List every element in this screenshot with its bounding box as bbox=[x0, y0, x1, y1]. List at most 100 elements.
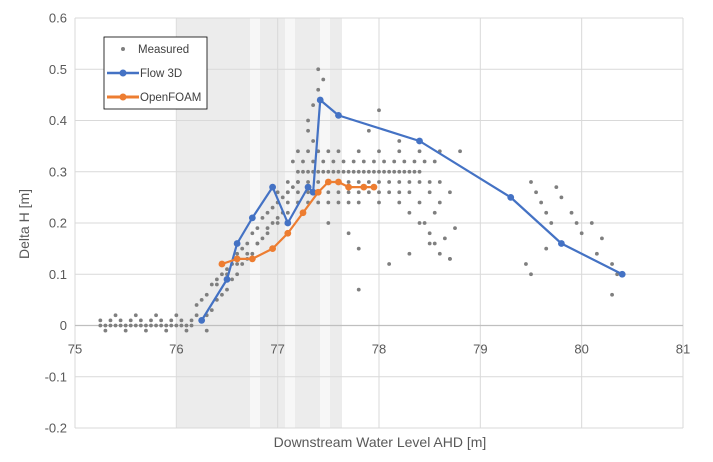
x-tick-label: 79 bbox=[473, 342, 487, 357]
x-tick-label: 78 bbox=[372, 342, 386, 357]
measured-point bbox=[356, 246, 361, 251]
flow3d-point bbox=[269, 183, 276, 191]
measured-point bbox=[402, 169, 407, 174]
openfoam-point bbox=[218, 260, 226, 268]
flow3d-point bbox=[316, 96, 324, 104]
measured-point bbox=[361, 169, 366, 174]
measured-point bbox=[159, 323, 164, 328]
openfoam-series bbox=[218, 178, 378, 268]
measured-point bbox=[610, 292, 614, 297]
measured-point bbox=[417, 200, 422, 205]
measured-point bbox=[397, 139, 402, 143]
measured-point bbox=[407, 169, 412, 174]
y-tick-label: -0.2 bbox=[45, 421, 67, 436]
measured-point bbox=[326, 149, 331, 154]
measured-point bbox=[290, 159, 295, 164]
measured-point bbox=[589, 221, 594, 225]
openfoam-point bbox=[345, 183, 352, 191]
y-tick-label: 0.4 bbox=[49, 113, 67, 128]
measured-point bbox=[412, 159, 417, 164]
y-tick-label: 0.2 bbox=[49, 216, 67, 231]
measured-point bbox=[442, 236, 447, 241]
measured-point bbox=[417, 169, 422, 174]
measured-point bbox=[230, 277, 234, 282]
measured-point bbox=[432, 159, 437, 164]
measured-point bbox=[108, 323, 113, 328]
measured-point bbox=[427, 190, 432, 195]
measured-point bbox=[524, 262, 528, 266]
measured-point bbox=[448, 190, 452, 195]
measured-point bbox=[144, 328, 148, 333]
measured-point bbox=[377, 149, 381, 154]
measured-point bbox=[341, 159, 346, 164]
measured-point bbox=[301, 159, 305, 164]
measured-point bbox=[569, 210, 574, 215]
flow3d-point bbox=[248, 214, 256, 222]
measured-point bbox=[118, 318, 123, 323]
measured-point bbox=[123, 323, 128, 328]
measured-point bbox=[392, 159, 397, 164]
measured-point bbox=[164, 328, 169, 333]
measured-point bbox=[321, 159, 326, 164]
flow3d-point bbox=[223, 275, 231, 283]
measured-point bbox=[382, 159, 386, 164]
measured-point bbox=[225, 267, 229, 272]
measured-point bbox=[311, 139, 316, 143]
measured-point bbox=[311, 159, 316, 164]
measured-point bbox=[296, 149, 300, 154]
measured-point bbox=[255, 241, 260, 246]
legend-openfoam-marker bbox=[119, 93, 127, 101]
measured-point bbox=[179, 318, 184, 323]
openfoam-point bbox=[284, 229, 292, 237]
flow3d-point bbox=[335, 111, 342, 119]
measured-point bbox=[285, 190, 290, 195]
measured-point bbox=[306, 149, 310, 154]
measured-point bbox=[341, 169, 346, 174]
measured-point bbox=[169, 318, 174, 323]
y-tick-label: 0 bbox=[60, 318, 67, 333]
measured-point bbox=[290, 185, 295, 190]
measured-point bbox=[133, 313, 138, 318]
x-tick-label: 81 bbox=[676, 342, 690, 357]
measured-point bbox=[285, 180, 290, 184]
measured-point bbox=[255, 226, 260, 231]
measured-point bbox=[265, 226, 270, 231]
measured-point bbox=[356, 149, 361, 154]
measured-point bbox=[397, 200, 402, 205]
measured-point bbox=[204, 328, 209, 333]
flow3d-point bbox=[304, 183, 312, 191]
measured-point bbox=[422, 221, 427, 225]
openfoam-point bbox=[314, 188, 322, 196]
openfoam-point bbox=[248, 255, 256, 263]
openfoam-point bbox=[324, 178, 332, 186]
measured-point bbox=[387, 262, 392, 266]
measured-point bbox=[534, 190, 538, 195]
measured-point bbox=[321, 77, 326, 82]
measured-point bbox=[98, 323, 103, 328]
measured-point bbox=[159, 318, 164, 323]
measured-point bbox=[397, 149, 402, 154]
measured-point bbox=[356, 190, 361, 195]
measured-point bbox=[336, 190, 341, 195]
measured-point bbox=[361, 159, 366, 164]
legend-measured-label: Measured bbox=[138, 44, 189, 56]
measured-point bbox=[280, 195, 285, 200]
measured-point bbox=[199, 297, 204, 302]
measured-point bbox=[306, 118, 310, 123]
measured-point bbox=[103, 323, 108, 328]
measured-point bbox=[194, 313, 199, 318]
measured-point bbox=[427, 180, 432, 184]
measured-point bbox=[189, 318, 194, 323]
measured-point bbox=[235, 262, 240, 266]
measured-point bbox=[113, 313, 118, 318]
measured-point bbox=[103, 328, 108, 333]
measured-point bbox=[326, 169, 331, 174]
measured-point bbox=[245, 251, 250, 256]
x-tick-label: 75 bbox=[68, 342, 82, 357]
openfoam-point bbox=[269, 245, 276, 253]
measured-point bbox=[209, 282, 214, 287]
measured-point bbox=[407, 251, 412, 256]
measured-point bbox=[189, 323, 194, 328]
measured-point bbox=[366, 190, 371, 195]
x-tick-label: 80 bbox=[574, 342, 588, 357]
